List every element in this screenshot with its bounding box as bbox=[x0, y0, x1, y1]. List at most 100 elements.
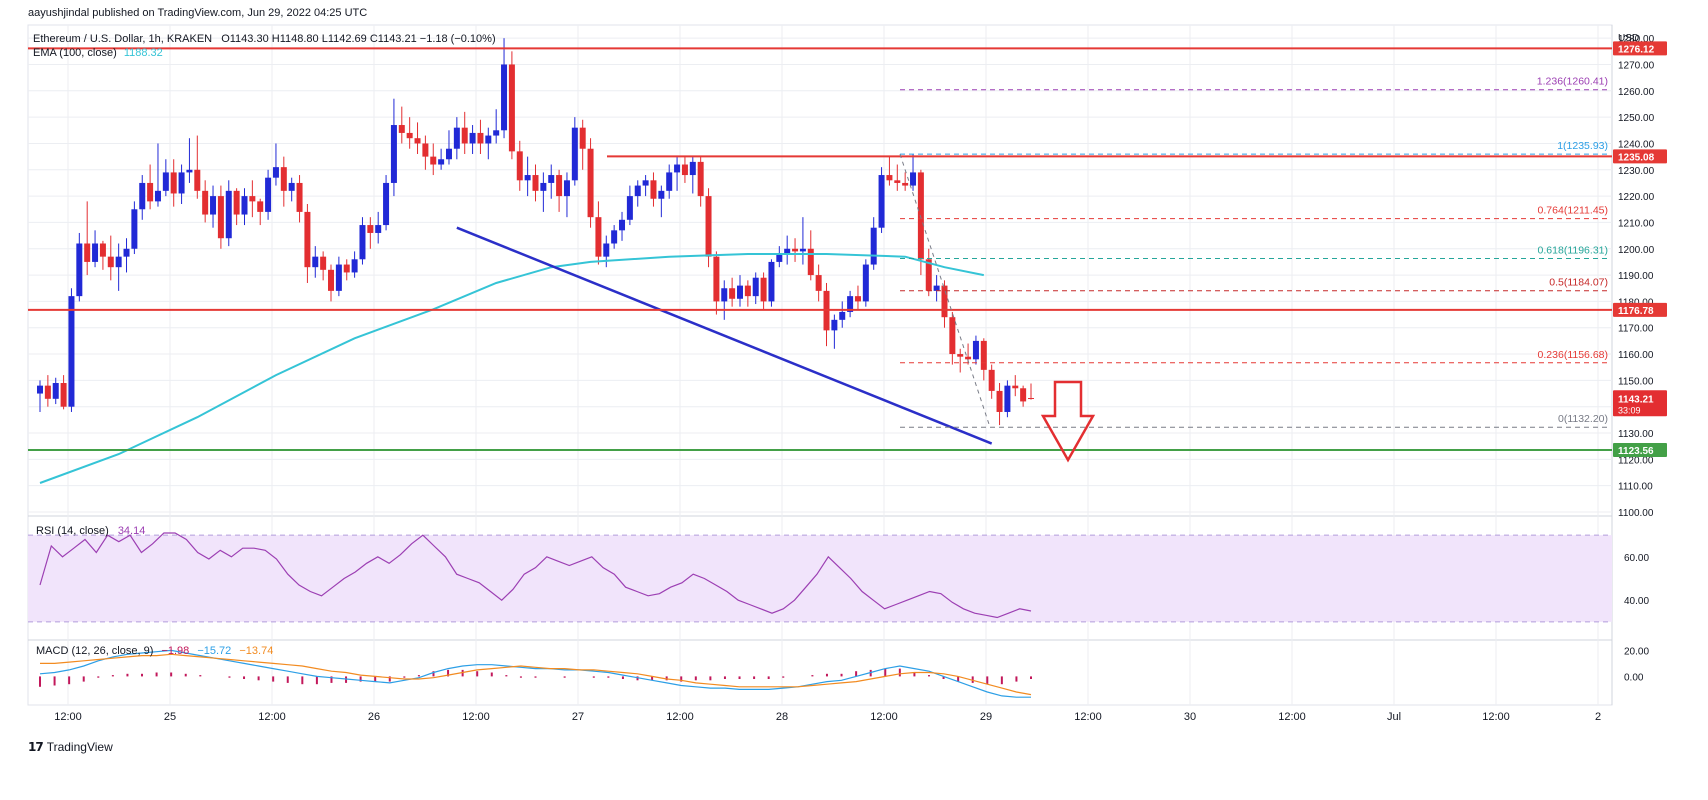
candle-body bbox=[807, 248, 814, 276]
time-tick-label: 2 bbox=[1595, 711, 1601, 723]
candle-body bbox=[37, 385, 43, 394]
candle-body bbox=[721, 288, 728, 302]
candle-body bbox=[776, 254, 783, 262]
candle-body bbox=[524, 175, 531, 181]
time-tick-label: 12:00 bbox=[1482, 711, 1510, 723]
candle-body bbox=[210, 196, 217, 215]
candle-body bbox=[571, 127, 578, 181]
candle-body bbox=[280, 167, 287, 191]
candle-body bbox=[107, 256, 114, 268]
candle-body bbox=[619, 219, 626, 231]
time-tick-label: 12:00 bbox=[1278, 711, 1306, 723]
time-tick-label: 12:00 bbox=[258, 711, 286, 723]
symbol-name: Ethereum / U.S. Dollar, 1h, KRAKEN bbox=[33, 33, 213, 45]
candle-body bbox=[343, 264, 350, 273]
level-badge bbox=[1613, 442, 1667, 457]
price-tick-label: 1250.00 bbox=[1618, 113, 1655, 124]
down-arrow-icon bbox=[1040, 380, 1096, 463]
candle-body bbox=[713, 256, 720, 302]
rsi-legend: RSI (14, close) 34.14 bbox=[36, 525, 145, 537]
candle-body bbox=[233, 190, 240, 215]
price-tick-label: 1190.00 bbox=[1618, 271, 1654, 282]
candle-body bbox=[461, 127, 468, 144]
time-axis[interactable]: 12:00 25 12:00 26 12:00 27 12:00 28 12:00 29 12:00… bbox=[54, 711, 1601, 723]
macd-tick-label: 20.00 bbox=[1624, 646, 1649, 657]
candle-body bbox=[894, 180, 901, 183]
candle-body bbox=[878, 175, 885, 228]
candle-body bbox=[563, 180, 570, 197]
candle-body bbox=[44, 385, 51, 399]
candle-body bbox=[249, 196, 256, 202]
rsi-label: RSI (14, close) bbox=[36, 525, 109, 537]
publisher-line: aayushjindal published on TradingView.co… bbox=[28, 7, 368, 19]
candle-body bbox=[847, 296, 854, 312]
current-price-countdown: 33:09 bbox=[1618, 405, 1641, 415]
candle-body bbox=[296, 182, 303, 212]
time-tick-label: Jul bbox=[1387, 711, 1401, 723]
fib-level-label: 1(1235.93) bbox=[1557, 140, 1608, 152]
candle-body bbox=[965, 356, 972, 360]
candle-body bbox=[99, 243, 106, 257]
level-badge bbox=[1613, 41, 1667, 56]
candle-body bbox=[335, 264, 342, 291]
tradingview-logo-icon: 𝟭𝟳 bbox=[28, 740, 44, 754]
candle-body bbox=[736, 285, 743, 299]
candle-body bbox=[304, 211, 311, 268]
candle-body bbox=[650, 180, 657, 199]
rsi-line bbox=[39, 532, 1032, 619]
candle-body bbox=[815, 275, 822, 291]
candle-body bbox=[792, 248, 799, 252]
fib-level-label: 0.236(1156.68) bbox=[1538, 349, 1608, 361]
level-badge-label: 1123.56 bbox=[1618, 446, 1654, 457]
macd-line bbox=[39, 649, 1031, 698]
candle-body bbox=[265, 177, 272, 212]
candle-body bbox=[752, 277, 759, 297]
candle-body bbox=[902, 182, 909, 186]
candle-body bbox=[52, 383, 59, 399]
rsi-tick-label: 60.00 bbox=[1624, 553, 1649, 564]
candle-body bbox=[92, 243, 99, 262]
candle-body bbox=[1020, 388, 1027, 402]
candle-body bbox=[115, 256, 122, 268]
candle-body bbox=[194, 169, 201, 191]
macd-signal-value: −13.74 bbox=[239, 645, 274, 657]
candle-body bbox=[595, 217, 602, 257]
price-axis[interactable]: 1100.001110.001120.001130.001140.001150.… bbox=[1613, 33, 1667, 683]
price-tick-label: 1150.00 bbox=[1618, 376, 1654, 387]
candle-body bbox=[611, 230, 618, 244]
macd-value: −15.72 bbox=[197, 645, 232, 657]
candle-body bbox=[941, 285, 948, 318]
candle-body bbox=[674, 164, 681, 173]
candle-body bbox=[178, 172, 185, 194]
tradingview-logo-text: TradingView bbox=[46, 740, 113, 754]
candle-body bbox=[705, 196, 712, 257]
candle-body bbox=[359, 225, 366, 260]
candle-body bbox=[1004, 385, 1011, 412]
candle-body bbox=[957, 354, 964, 357]
candle-body bbox=[406, 132, 413, 139]
macd-legend: MACD (12, 26, close, 9) −1.98 −15.72 −13… bbox=[36, 645, 273, 657]
currency-label: USD bbox=[1618, 33, 1639, 44]
candle-body bbox=[202, 190, 209, 215]
candle-body bbox=[383, 182, 390, 226]
level-badge-label: 1235.08 bbox=[1618, 152, 1655, 163]
candle-body bbox=[375, 225, 382, 233]
time-tick-label: 12:00 bbox=[1074, 711, 1102, 723]
candle-body bbox=[933, 285, 940, 291]
candle-body bbox=[390, 125, 397, 183]
time-tick-label: 28 bbox=[776, 711, 788, 723]
time-tick-label: 30 bbox=[1184, 711, 1196, 723]
candle-body bbox=[988, 369, 995, 391]
current-price-badge bbox=[1613, 390, 1667, 417]
macd-signal-line bbox=[40, 653, 1032, 696]
tradingview-logo[interactable]: 𝟭𝟳 TradingView bbox=[28, 740, 113, 754]
candle-body bbox=[139, 182, 146, 210]
fib-level-label: 0(1132.20) bbox=[1558, 413, 1608, 425]
fib-level-label: 1.236(1260.41) bbox=[1537, 76, 1608, 88]
rsi-tick-label: 40.00 bbox=[1624, 596, 1649, 607]
macd-tick-label: 0.00 bbox=[1624, 672, 1644, 683]
macd-label: MACD (12, 26, close, 9) bbox=[36, 645, 154, 657]
candle-body bbox=[485, 135, 492, 144]
ema-value: 1188.32 bbox=[123, 47, 163, 59]
